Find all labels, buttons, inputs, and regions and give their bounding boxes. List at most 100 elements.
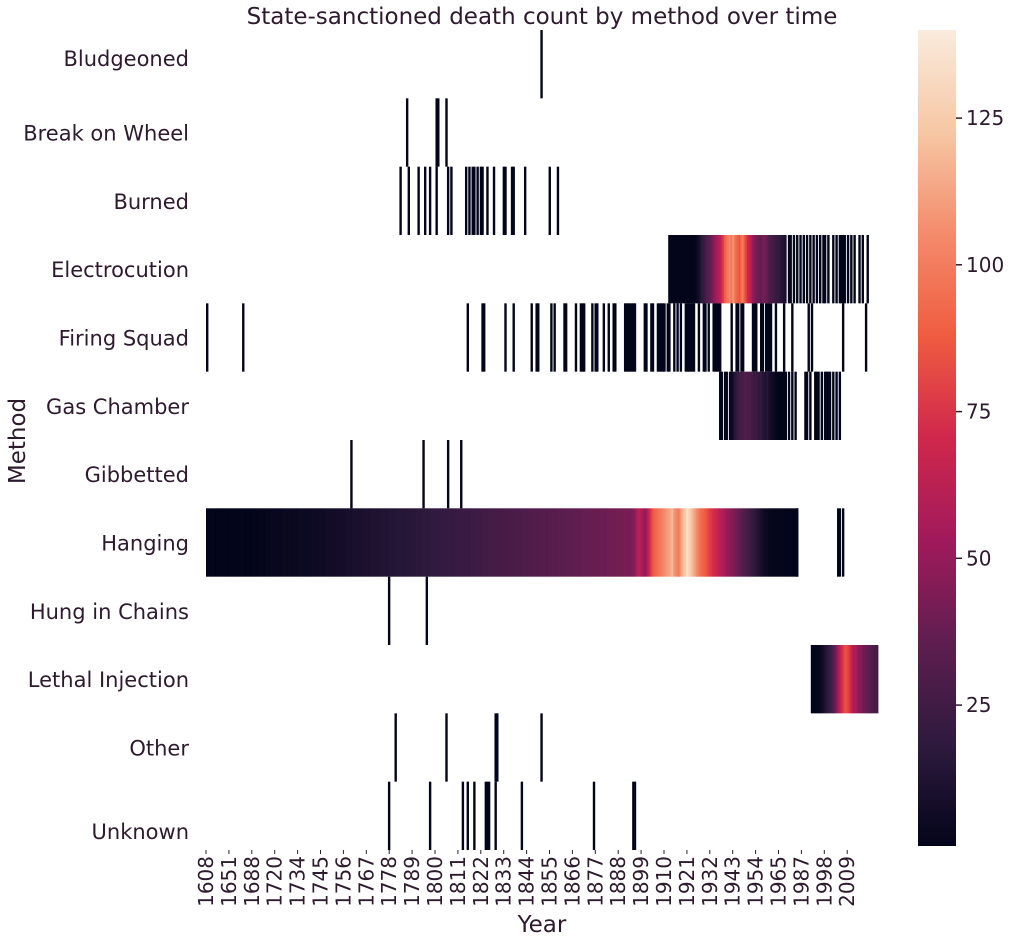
heat-cell (566, 508, 569, 577)
heat-cell (786, 508, 789, 577)
heat-cell (712, 235, 715, 304)
row-firing-squad (206, 303, 868, 372)
heat-cell (858, 235, 861, 304)
heat-cell (794, 508, 797, 577)
heat-cell (756, 235, 759, 304)
heat-cell (650, 508, 653, 577)
heat-cell (446, 166, 450, 235)
x-tick-label: 1767 (354, 856, 378, 907)
heat-cell (563, 303, 566, 372)
heat-cell (687, 235, 690, 304)
row-label: Bludgeoned (63, 47, 189, 71)
heat-cell (476, 508, 479, 577)
heat-cell (309, 508, 312, 577)
heat-cell (832, 371, 835, 440)
x-tick-label: 1899 (629, 856, 653, 907)
row-label: Firing Squad (59, 327, 189, 351)
heat-cell (594, 303, 597, 372)
heat-cell (823, 235, 827, 304)
heat-cell (315, 508, 318, 577)
heat-cell (209, 508, 212, 577)
heat-cell (633, 781, 637, 850)
heat-cell (246, 508, 250, 577)
row-electrocution (668, 235, 869, 304)
heat-cell (387, 508, 390, 577)
heat-cell (523, 166, 527, 235)
colorbar-tick-label: 75 (966, 400, 991, 424)
heat-cell (617, 508, 620, 577)
heat-cell (320, 508, 323, 577)
x-tick-label: 1651 (217, 856, 241, 907)
heat-cell (717, 303, 720, 372)
heat-cell (741, 235, 744, 304)
heat-cell (515, 508, 518, 577)
heat-cell (360, 508, 363, 577)
row-gibbetted (350, 440, 463, 509)
heat-cell (669, 235, 672, 304)
heat-cell (782, 371, 786, 440)
heat-cell (330, 508, 333, 577)
heat-cell (607, 303, 610, 372)
heat-cell (227, 508, 230, 577)
heat-cell (628, 303, 632, 372)
heat-cell (753, 235, 756, 304)
heat-cell (632, 303, 635, 372)
heat-cell (505, 508, 508, 577)
heat-cell (440, 508, 443, 577)
heat-cell (242, 508, 245, 577)
heat-cell (866, 645, 869, 714)
heat-cell (820, 371, 824, 440)
heat-cell (692, 508, 695, 577)
heat-cell (789, 508, 792, 577)
heat-cell (759, 508, 763, 577)
heat-cell (735, 303, 738, 372)
heat-cell (674, 508, 677, 577)
heat-cell (594, 508, 597, 577)
heat-cell (468, 508, 471, 577)
row-label: Unknown (92, 820, 189, 844)
heat-cell (707, 508, 710, 577)
heat-cell (358, 508, 361, 577)
heat-cell (599, 508, 602, 577)
heat-cell (469, 508, 472, 577)
heat-cell (405, 98, 409, 167)
heat-cell (674, 235, 677, 304)
heat-cell (235, 508, 238, 577)
heat-cell (837, 508, 840, 577)
heat-cell (445, 98, 448, 167)
chart-title: State-sanctioned death count by method o… (247, 4, 838, 30)
heat-cell (828, 645, 831, 714)
heat-cell (581, 508, 584, 577)
heat-cell (873, 645, 876, 714)
heat-cell (374, 508, 377, 577)
heat-cell (494, 508, 497, 577)
heat-cell (602, 303, 606, 372)
heat-cell (561, 508, 564, 577)
heat-cell (841, 235, 845, 304)
heat-cell (645, 508, 648, 577)
heat-cell (779, 235, 782, 304)
heat-cell (222, 508, 225, 577)
heat-cell (746, 235, 749, 304)
heat-cell (728, 371, 731, 440)
heat-cell (663, 508, 666, 577)
heat-cell (338, 508, 341, 577)
heat-cell (787, 235, 791, 304)
heat-cell (417, 508, 420, 577)
heat-cell (381, 508, 384, 577)
heat-cell (451, 508, 454, 577)
heat-cell (614, 508, 617, 577)
heat-cell (758, 508, 761, 577)
heat-cell (681, 235, 684, 304)
heat-cell (384, 508, 387, 577)
heat-cell (512, 166, 515, 235)
heat-cell (827, 371, 830, 440)
heat-cell (423, 166, 427, 235)
heat-cell (442, 508, 445, 577)
heat-cell (322, 508, 325, 577)
heat-cell (771, 508, 774, 577)
heat-cell (414, 508, 417, 577)
heat-cell (733, 235, 736, 304)
heat-cell (756, 508, 759, 577)
heat-cell (753, 371, 756, 440)
